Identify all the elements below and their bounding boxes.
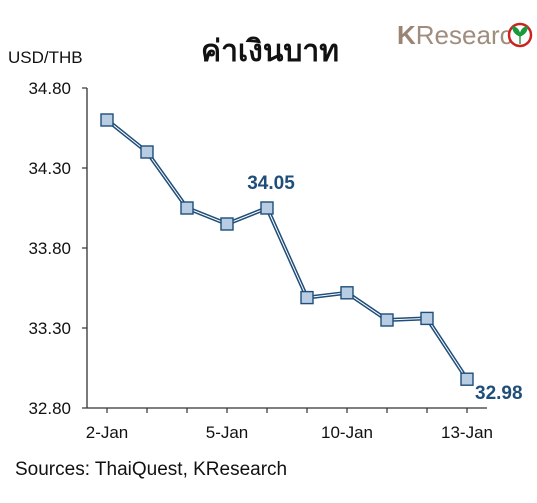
y-tick-label: 34.30 (28, 159, 71, 178)
y-tick-label: 34.80 (28, 79, 71, 98)
data-point-marker (300, 290, 314, 305)
data-point-marker (420, 311, 434, 326)
data-point-marker (100, 113, 114, 127)
data-labels: 34.05 32.98 (247, 173, 522, 404)
x-tick-label: 13-Jan (441, 423, 493, 442)
series-markers (100, 113, 474, 386)
chart-title: ค่าเงินบาท (201, 34, 339, 69)
brand-name: KResearch (397, 20, 527, 50)
y-unit-label: USD/THB (8, 48, 83, 67)
data-point-marker (180, 201, 194, 215)
x-tick-label: 5-Jan (206, 423, 249, 442)
series-line-path (105, 118, 469, 381)
y-tick-labels: 34.80 34.30 33.80 33.30 32.80 (28, 79, 71, 418)
data-point-marker (220, 217, 234, 231)
data-point-marker (140, 145, 154, 159)
x-tick-label: 10-Jan (321, 423, 373, 442)
source-note: Sources: ThaiQuest, KResearch (15, 459, 287, 480)
series-line-highlight (106, 119, 468, 380)
data-point-marker (340, 286, 354, 300)
data-point-marker (260, 201, 274, 215)
x-tick-label: 2-Jan (86, 423, 129, 442)
axes (82, 87, 487, 413)
data-point-marker (380, 313, 394, 327)
data-label: 32.98 (475, 383, 523, 404)
data-point-marker (460, 372, 474, 386)
kresearch-logo: KResearch (397, 20, 533, 50)
y-tick-label: 33.80 (28, 239, 71, 258)
series-line (105, 118, 469, 381)
y-tick-label: 32.80 (28, 399, 71, 418)
data-label: 34.05 (247, 173, 295, 194)
leaf-icon (507, 22, 533, 48)
y-tick-label: 33.30 (28, 319, 71, 338)
x-tick-labels: 2-Jan 5-Jan 10-Jan 13-Jan (86, 423, 493, 442)
